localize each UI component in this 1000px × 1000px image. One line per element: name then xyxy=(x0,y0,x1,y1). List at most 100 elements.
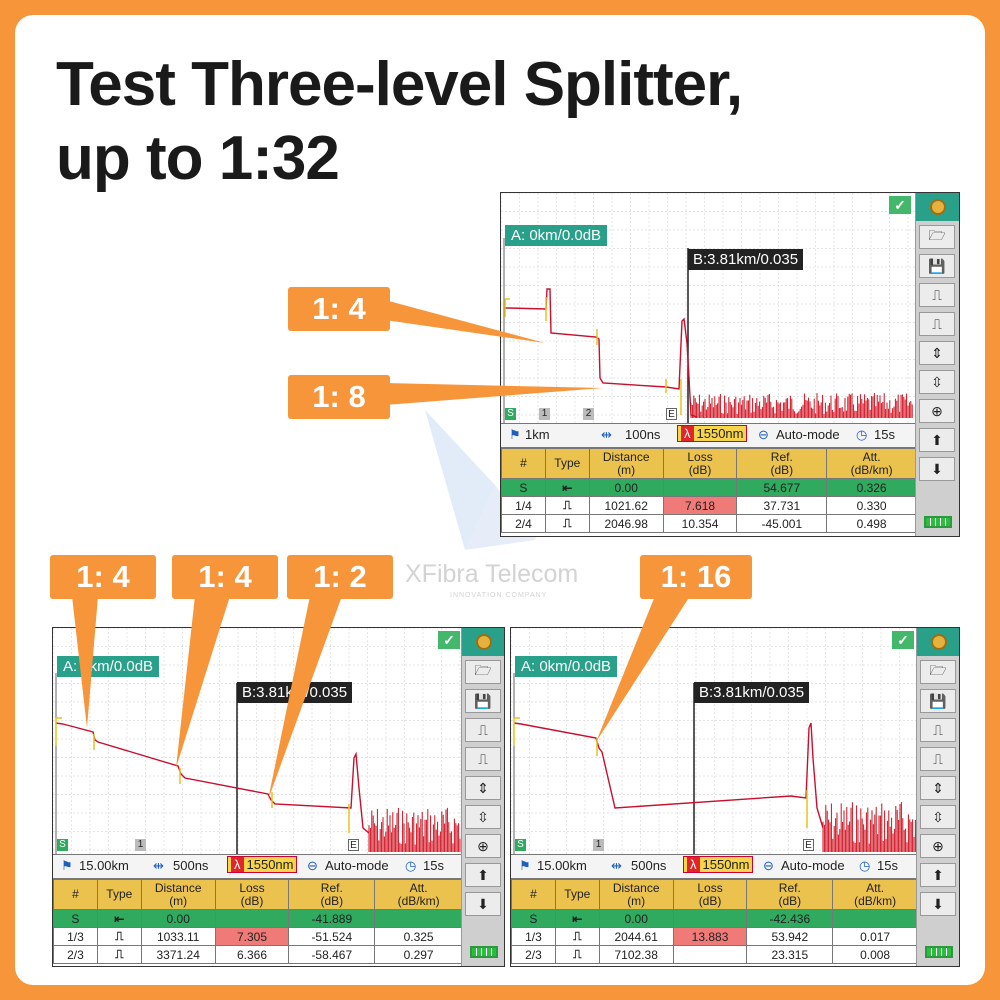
cell-id: S xyxy=(53,909,98,928)
cell-att: 0.297 xyxy=(374,945,463,964)
pulse-value[interactable]: 500ns xyxy=(631,858,667,873)
cell-id: S xyxy=(501,478,546,497)
vertical-shrink-button[interactable]: ⇳ xyxy=(920,805,956,829)
column-header[interactable]: Ref. (dB) xyxy=(288,879,376,910)
folder-open-button[interactable]: 🗁 xyxy=(465,660,501,684)
range-value[interactable]: 15.00km xyxy=(79,858,129,873)
pulse-right-button[interactable]: ⎍ xyxy=(920,747,956,771)
range-value[interactable]: 1km xyxy=(525,427,550,442)
pulse-left-icon: ⎍ xyxy=(932,286,942,303)
time-value[interactable]: 15s xyxy=(877,858,898,873)
pulse-value[interactable]: 100ns xyxy=(625,427,661,442)
arrow-down-button[interactable]: ⬇ xyxy=(465,892,501,916)
pulse-left-button[interactable]: ⎍ xyxy=(920,718,956,742)
column-header[interactable]: Loss (dB) xyxy=(214,879,290,910)
folder-open-icon: 🗁 xyxy=(928,227,946,243)
pulse-value[interactable]: 500ns xyxy=(173,858,209,873)
folder-open-button[interactable]: 🗁 xyxy=(919,225,955,249)
sidebar-toolbar: 🗁 💾 ⎍ ⎍ ⇕ ⇳ ⊕ ⬆ ⬇ xyxy=(461,628,504,966)
table-row[interactable]: 1/4 ⎍ 1021.62 7.618 37.731 0.330 xyxy=(501,496,917,515)
column-header[interactable]: # xyxy=(501,448,546,479)
arrow-down-button[interactable]: ⬇ xyxy=(920,892,956,916)
pulse-right-button[interactable]: ⎍ xyxy=(465,747,501,771)
cell-ref: 53.942 xyxy=(746,927,834,946)
mode-value[interactable]: Auto-mode xyxy=(781,858,845,873)
wavelength-selector[interactable]: λ 1550nm xyxy=(227,856,298,873)
cell-type-icon: ⎍ xyxy=(96,945,142,964)
column-header[interactable]: Ref. (dB) xyxy=(746,879,834,910)
table-row[interactable]: S ⇤ 0.00 -42.436 xyxy=(511,909,918,928)
status-bar: ⚑ 15.00km ⇹ 500ns λ 1550nm ⊖ Auto-mode ◷ … xyxy=(511,854,918,879)
column-header[interactable]: Att. (dB/km) xyxy=(826,448,917,479)
table-row[interactable]: 2/4 ⎍ 2046.98 10.354 -45.001 0.498 xyxy=(501,514,917,533)
arrow-up-button[interactable]: ⬆ xyxy=(920,863,956,887)
pulse-right-button[interactable]: ⎍ xyxy=(919,312,955,336)
gear-button[interactable] xyxy=(462,628,504,656)
column-header[interactable]: Ref. (dB) xyxy=(736,448,828,479)
vertical-shrink-button[interactable]: ⇳ xyxy=(465,805,501,829)
column-header[interactable]: # xyxy=(53,879,98,910)
arrow-up-button[interactable]: ⬆ xyxy=(919,428,955,452)
pulse-left-button[interactable]: ⎍ xyxy=(919,283,955,307)
marker-event-1: 1 xyxy=(593,839,604,851)
brand-watermark-sub: INNOVATION COMPANY xyxy=(450,592,548,599)
vertical-shrink-button[interactable]: ⇳ xyxy=(919,370,955,394)
cell-loss xyxy=(214,909,290,928)
vertical-expand-button[interactable]: ⇕ xyxy=(920,776,956,800)
battery-icon xyxy=(470,946,498,958)
auto-mode-icon: ⊖ xyxy=(763,858,774,873)
folder-open-button[interactable]: 🗁 xyxy=(920,660,956,684)
callout-bl-3: 1: 2 xyxy=(287,555,393,599)
mode-value[interactable]: Auto-mode xyxy=(325,858,389,873)
zoom-button[interactable]: ⊕ xyxy=(465,834,501,858)
column-header[interactable]: Type xyxy=(544,448,590,479)
range-value[interactable]: 15.00km xyxy=(537,858,587,873)
zoom-button[interactable]: ⊕ xyxy=(919,399,955,423)
vertical-expand-icon: ⇕ xyxy=(477,779,489,796)
table-row[interactable]: S ⇤ 0.00 54.677 0.326 xyxy=(501,478,917,497)
column-header[interactable]: Distance (m) xyxy=(140,879,216,910)
callout-top-1: 1: 4 xyxy=(288,287,390,331)
mode-value[interactable]: Auto-mode xyxy=(776,427,840,442)
column-header[interactable]: # xyxy=(511,879,556,910)
zoom-button[interactable]: ⊕ xyxy=(920,834,956,858)
time-value[interactable]: 15s xyxy=(423,858,444,873)
column-header[interactable]: Type xyxy=(554,879,600,910)
table-row[interactable]: 1/3 ⎍ 1033.11 7.305 -51.524 0.325 xyxy=(53,927,463,946)
cursor-a-label: A: 0km/0.0dB xyxy=(57,656,160,677)
time-value[interactable]: 15s xyxy=(874,427,895,442)
gear-icon xyxy=(930,199,946,215)
vertical-expand-icon: ⇕ xyxy=(931,344,943,361)
column-header[interactable]: Att. (dB/km) xyxy=(832,879,918,910)
trace-plot[interactable]: A: 0km/0.0dB B:3.81km/0.035 S 1 E xyxy=(511,628,918,854)
table-row[interactable]: 2/3 ⎍ 7102.38 23.315 0.008 xyxy=(511,945,918,964)
vertical-expand-button[interactable]: ⇕ xyxy=(919,341,955,365)
gear-button[interactable] xyxy=(916,193,959,221)
column-header[interactable]: Loss (dB) xyxy=(672,879,748,910)
trace-plot[interactable]: A: 0km/0.0dB B:3.81km/0.035 S 1 E xyxy=(53,628,463,854)
table-row[interactable]: 1/3 ⎍ 2044.61 13.883 53.942 0.017 xyxy=(511,927,918,946)
arrow-down-button[interactable]: ⬇ xyxy=(919,457,955,481)
column-header[interactable]: Distance (m) xyxy=(588,448,664,479)
arrow-up-button[interactable]: ⬆ xyxy=(465,863,501,887)
save-button[interactable]: 💾 xyxy=(920,689,956,713)
column-header[interactable]: Distance (m) xyxy=(598,879,674,910)
table-row[interactable]: S ⇤ 0.00 -41.889 xyxy=(53,909,463,928)
cell-type-icon: ⇤ xyxy=(544,478,590,497)
wavelength-selector[interactable]: λ 1550nm xyxy=(683,856,754,873)
save-button[interactable]: 💾 xyxy=(919,254,955,278)
title-line-1: Test Three-level Splitter, xyxy=(56,50,743,119)
pulse-left-button[interactable]: ⎍ xyxy=(465,718,501,742)
event-table: # Type Distance (m) Loss (dB) Ref. (dB) Att. (dB/… xyxy=(511,879,918,964)
cell-att xyxy=(374,909,463,928)
column-header[interactable]: Att. (dB/km) xyxy=(374,879,463,910)
table-row[interactable]: 2/3 ⎍ 3371.24 6.366 -58.467 0.297 xyxy=(53,945,463,964)
cell-distance: 1021.62 xyxy=(588,496,664,515)
save-button[interactable]: 💾 xyxy=(465,689,501,713)
column-header[interactable]: Type xyxy=(96,879,142,910)
wavelength-selector[interactable]: λ 1550nm xyxy=(677,425,748,442)
vertical-expand-button[interactable]: ⇕ xyxy=(465,776,501,800)
column-header[interactable]: Loss (dB) xyxy=(662,448,738,479)
trace-plot[interactable]: A: 0km/0.0dB B:3.81km/0.035 S 1 2 E xyxy=(501,193,917,423)
gear-button[interactable] xyxy=(917,628,959,656)
